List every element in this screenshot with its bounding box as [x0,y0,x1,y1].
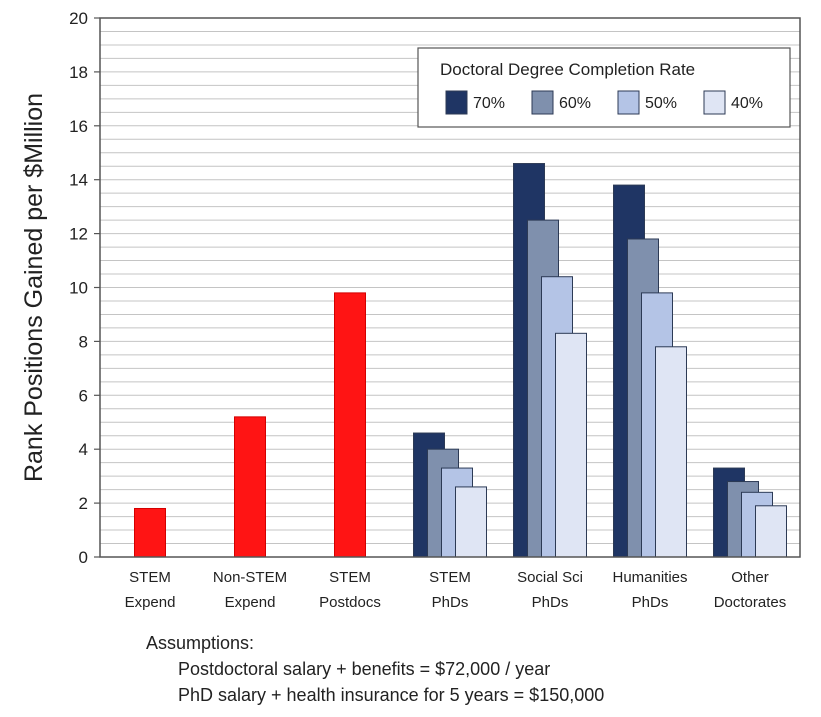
bar [134,507,166,558]
x-tick-label: Postdocs [319,594,381,611]
bar-chart: 0 2 4 6 8 10 12 14 16 18 20 STEM Expend Non-STEM Expe… [20,9,801,611]
bar [655,346,687,558]
legend-entries: 70% 60% 50% 40% [445,90,763,115]
y-tick-label: 10 [69,279,88,298]
y-tick-label: 16 [69,117,88,136]
bar [755,505,787,558]
y-tick-label: 0 [79,548,88,567]
x-tick-label: PhDs [632,594,669,611]
y-tick-label: 6 [79,386,88,405]
legend-title: Doctoral Degree Completion Rate [440,60,695,79]
y-tick-label: 14 [69,171,88,190]
x-tick-label: Expend [125,594,176,611]
x-tick-label: PhDs [532,594,569,611]
y-tick-label: 2 [79,494,88,513]
x-tick-label: Other [731,569,769,586]
x-tick-label: STEM [329,569,371,586]
x-tick-label: Humanities [612,569,687,586]
legend-label: 40% [731,95,763,112]
y-axis-label: Rank Positions Gained per $Million [20,93,48,482]
assumption-line: PhD salary + health insurance for 5 year… [178,685,605,705]
bars [134,163,787,558]
legend-swatch [531,90,554,115]
bar [334,292,366,558]
bar [234,416,266,558]
assumption-line: Postdoctoral salary + benefits = $72,000… [178,659,551,679]
bar [555,332,587,558]
x-tick-label: Expend [225,594,276,611]
assumptions-heading: Assumptions: [146,633,255,653]
legend-label: 60% [559,95,591,112]
x-tick-label: PhDs [432,594,469,611]
assumptions-note: Assumptions: Postdoctoral salary + benef… [146,630,604,708]
x-tick-label: STEM [429,569,471,586]
y-tick-label: 18 [69,63,88,82]
y-tick-label: 20 [69,9,88,28]
legend-swatch [703,90,726,115]
legend-label: 50% [645,95,677,112]
legend-swatch [617,90,640,115]
legend: Doctoral Degree Completion Rate 70% 60% 50… [417,47,791,128]
x-tick-label: Non-STEM [213,569,287,586]
x-tick-label: STEM [129,569,171,586]
y-tick-label: 4 [79,440,88,459]
legend-swatch [445,90,468,115]
bar [455,486,487,558]
legend-box [417,47,791,128]
y-axis-ticks: 0 2 4 6 8 10 12 14 16 18 20 [69,9,100,567]
x-tick-label: Doctorates [714,594,787,611]
x-tick-label: Social Sci [517,569,583,586]
y-tick-label: 8 [79,332,88,351]
legend-label: 70% [473,95,505,112]
y-tick-label: 12 [69,225,88,244]
x-axis-labels: STEM Expend Non-STEM Expend STEM Postdocs STEM… [125,569,787,611]
plot-frame [99,17,801,558]
